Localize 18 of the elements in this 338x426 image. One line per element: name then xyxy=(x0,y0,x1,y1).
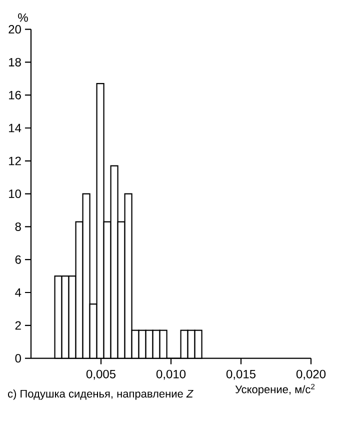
x-tick-label: 0,020 xyxy=(296,370,326,380)
y-tick-label: 2 xyxy=(15,321,21,330)
y-tick-label: 20 xyxy=(8,25,21,34)
text: с) Подушка сиденья, направление Z xyxy=(8,390,194,400)
x-tick-label: 0,015 xyxy=(226,370,256,380)
y-axis-title: % xyxy=(18,13,28,22)
y-tick-label: 10 xyxy=(9,190,21,198)
x-axis-title: Ускорение, м/с$^{2}$ xyxy=(235,384,315,396)
y-tick-label: 6 xyxy=(15,255,21,264)
y-tick-label: 8 xyxy=(15,222,21,231)
y-tick-label: 18 xyxy=(9,58,21,66)
y-tick-label: 4 xyxy=(15,288,22,297)
x-tick-label: 0,005 xyxy=(86,370,116,380)
y-tick-label: 14 xyxy=(9,124,22,132)
y-tick-label: 16 xyxy=(9,90,21,100)
x-tick-label: 0,010 xyxy=(156,370,186,380)
y-tick-label: 0 xyxy=(15,354,22,363)
y-tick-label: 12 xyxy=(9,156,21,166)
